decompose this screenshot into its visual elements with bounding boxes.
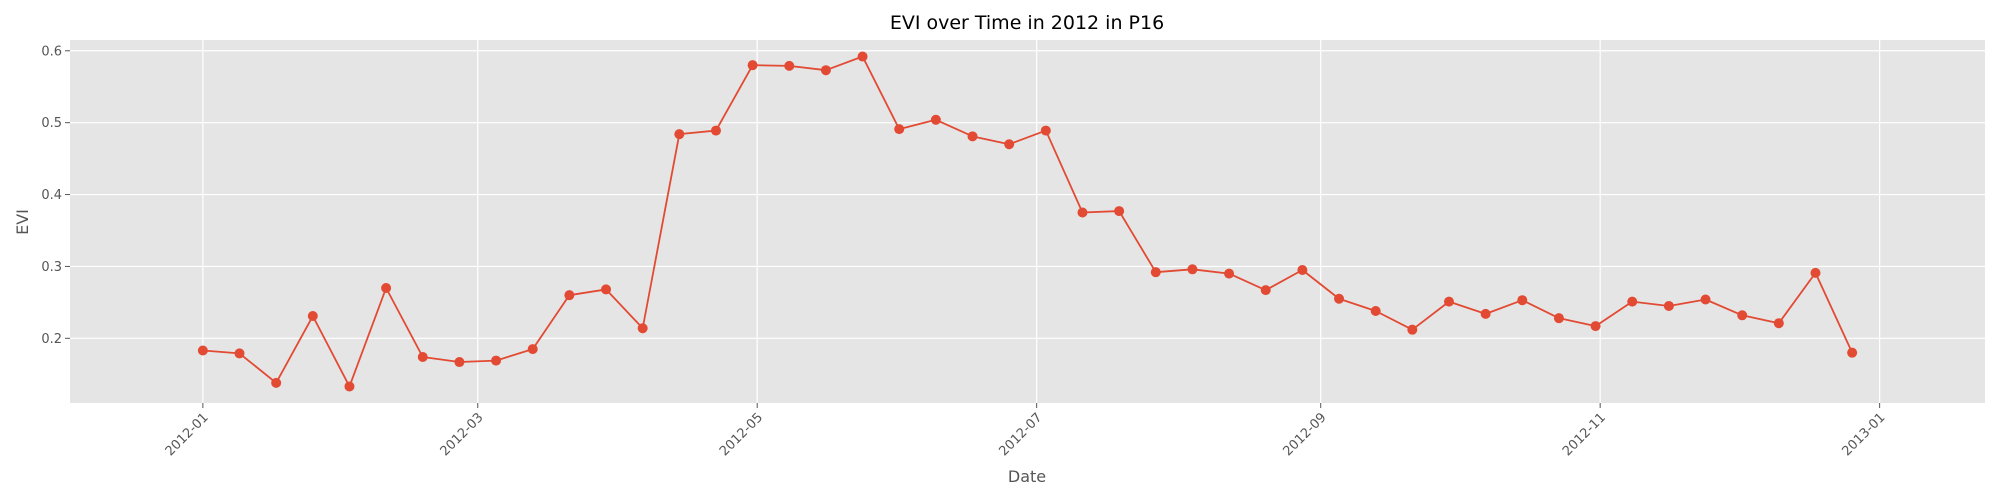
data-point — [1553, 313, 1564, 324]
data-point — [1297, 265, 1308, 276]
data-point — [1114, 206, 1125, 217]
data-point — [1590, 321, 1601, 332]
chart-title: EVI over Time in 2012 in P16 — [890, 12, 1164, 34]
data-point — [1077, 207, 1088, 218]
x-tick-label: 2012-11 — [1560, 410, 1609, 459]
x-tick-label: 2013-01 — [1839, 410, 1888, 459]
y-tick-label: 0.5 — [41, 116, 62, 131]
data-point — [1407, 324, 1418, 335]
data-point — [344, 381, 355, 392]
data-point — [1480, 308, 1491, 319]
data-point — [1187, 264, 1198, 275]
x-tick-label: 2012-09 — [1281, 410, 1330, 459]
series-group — [197, 51, 1858, 392]
data-point — [307, 311, 318, 322]
x-axis-ticks: 2012-01 2012-03 2012-05 2012-07 2012-09 2012-… — [163, 403, 1888, 459]
plot-area — [70, 40, 1985, 403]
data-point — [1517, 295, 1528, 306]
data-point — [1260, 285, 1271, 296]
data-point — [1847, 347, 1858, 358]
x-tick-label: 2012-05 — [717, 410, 766, 459]
data-point — [1737, 310, 1748, 321]
data-point — [710, 125, 721, 136]
data-point — [1663, 300, 1674, 311]
y-tick-label: 0.4 — [41, 188, 62, 203]
data-point — [454, 357, 465, 368]
data-point — [1700, 294, 1711, 305]
data-point — [1627, 296, 1638, 307]
y-tick-label: 0.3 — [41, 260, 62, 275]
y-tick-label: 0.2 — [41, 332, 62, 347]
data-point — [967, 131, 978, 142]
grid-lines — [70, 40, 1985, 403]
data-point — [857, 51, 868, 62]
x-tick-label: 2012-03 — [438, 410, 487, 459]
data-point — [601, 284, 612, 295]
data-point — [197, 345, 208, 356]
y-axis-label: EVI — [13, 209, 32, 235]
data-point — [564, 290, 575, 301]
series-line — [202, 55, 1853, 388]
data-point — [1773, 318, 1784, 329]
data-point — [1040, 125, 1051, 136]
data-point — [381, 282, 392, 293]
data-point — [1224, 268, 1235, 279]
data-point — [527, 344, 538, 355]
data-point — [784, 60, 795, 71]
x-axis-label: Date — [1008, 467, 1046, 486]
data-point — [637, 323, 648, 334]
data-point — [417, 351, 428, 362]
data-point — [930, 114, 941, 125]
data-point — [1334, 293, 1345, 304]
x-tick-label: 2012-01 — [163, 410, 212, 459]
data-point — [491, 355, 502, 366]
y-tick-label: 0.6 — [41, 44, 62, 59]
data-point — [271, 377, 282, 388]
data-point — [1150, 267, 1161, 278]
data-point — [1810, 267, 1821, 278]
data-point — [894, 124, 905, 135]
data-point — [820, 65, 831, 76]
data-point — [1004, 139, 1015, 150]
y-axis-ticks: 0.2 0.3 0.4 0.5 0.6 — [41, 44, 70, 347]
data-point — [1443, 296, 1454, 307]
data-point — [674, 129, 685, 140]
x-tick-label: 2012-07 — [996, 410, 1045, 459]
data-point — [747, 60, 758, 71]
data-point — [234, 348, 245, 359]
data-point — [1370, 305, 1381, 316]
